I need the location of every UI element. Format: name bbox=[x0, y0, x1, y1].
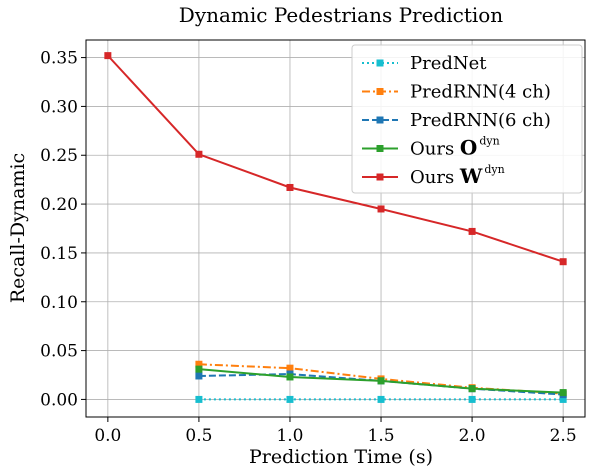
x-tick-label: 1.5 bbox=[368, 426, 395, 446]
y-tick-label: 0.10 bbox=[40, 293, 78, 313]
chart-title: Dynamic Pedestrians Prediction bbox=[179, 3, 504, 27]
axis-ticks: 0.0 0.5 1.0 1.5 2.0 2.5 0.00 0.05 0.10 0.15 0.20 0.… bbox=[40, 49, 577, 446]
data-point bbox=[468, 227, 476, 235]
x-tick-label: 2.0 bbox=[459, 426, 486, 446]
series-4 bbox=[104, 52, 567, 266]
y-tick-label: 0.05 bbox=[40, 342, 78, 362]
y-tick-label: 0.25 bbox=[40, 146, 78, 166]
x-tick-label: 2.5 bbox=[550, 426, 577, 446]
legend-item: PredRNN(4 ch) bbox=[362, 82, 551, 103]
legend-label: PredRNN(4 ch) bbox=[410, 82, 551, 103]
legend-marker bbox=[376, 116, 384, 124]
legend-item: PredNet bbox=[362, 53, 487, 74]
data-point bbox=[195, 365, 203, 373]
data-point bbox=[559, 389, 567, 397]
data-point bbox=[195, 360, 203, 368]
data-point bbox=[377, 377, 385, 385]
data-point bbox=[377, 395, 385, 403]
data-point bbox=[286, 373, 294, 381]
y-tick-label: 0.00 bbox=[40, 390, 78, 410]
legend-item: PredRNN(6 ch) bbox=[362, 110, 551, 131]
series-3 bbox=[195, 365, 567, 397]
y-tick-label: 0.35 bbox=[40, 49, 78, 69]
data-point bbox=[286, 364, 294, 372]
data-point bbox=[195, 150, 203, 158]
legend-box bbox=[351, 44, 583, 194]
series-line bbox=[107, 54, 564, 263]
legend-marker bbox=[376, 59, 384, 67]
series-lines bbox=[104, 52, 567, 403]
legend-label: PredRNN(6 ch) bbox=[410, 110, 551, 131]
data-point bbox=[468, 385, 476, 393]
y-axis-label: Recall-Dynamic bbox=[7, 153, 29, 303]
series-0 bbox=[195, 395, 567, 403]
x-tick-label: 0.5 bbox=[185, 426, 212, 446]
data-point bbox=[195, 395, 203, 403]
y-tick-label: 0.20 bbox=[40, 195, 78, 215]
data-point bbox=[377, 205, 385, 213]
x-tick-label: 1.0 bbox=[276, 426, 303, 446]
plot-frame bbox=[85, 39, 586, 418]
x-tick-label: 0.0 bbox=[94, 426, 121, 446]
data-point bbox=[195, 372, 203, 380]
legend-marker bbox=[376, 173, 384, 181]
data-point bbox=[286, 395, 294, 403]
data-point bbox=[468, 395, 476, 403]
y-tick-label: 0.30 bbox=[40, 97, 78, 117]
legend-label: PredNet bbox=[410, 53, 487, 74]
data-point bbox=[286, 183, 294, 191]
data-point bbox=[559, 395, 567, 403]
x-axis-label: Prediction Time (s) bbox=[249, 446, 433, 468]
data-point bbox=[559, 258, 567, 266]
legend-marker bbox=[376, 145, 384, 152]
y-tick-label: 0.15 bbox=[40, 244, 78, 264]
data-point bbox=[104, 52, 112, 60]
legend-marker bbox=[376, 88, 384, 95]
